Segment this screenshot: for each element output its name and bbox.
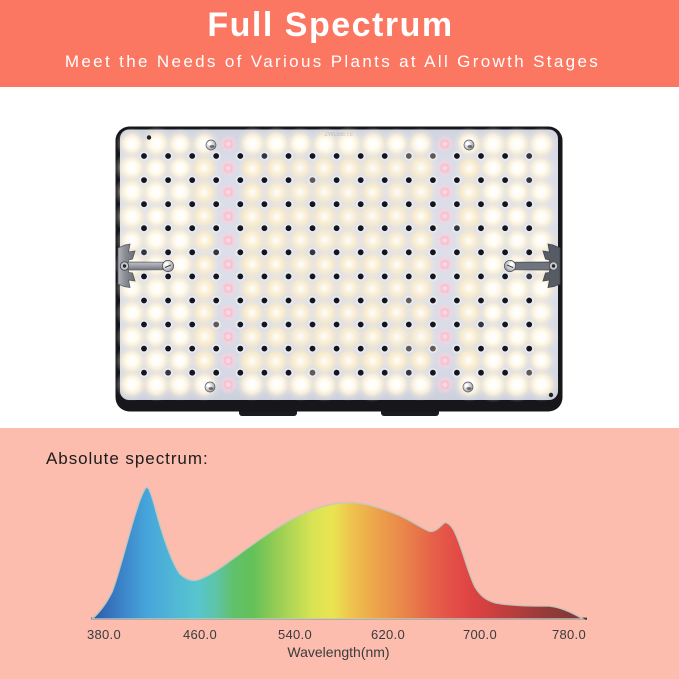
svg-text:ZWDBETE: ZWDBETE: [324, 132, 353, 138]
